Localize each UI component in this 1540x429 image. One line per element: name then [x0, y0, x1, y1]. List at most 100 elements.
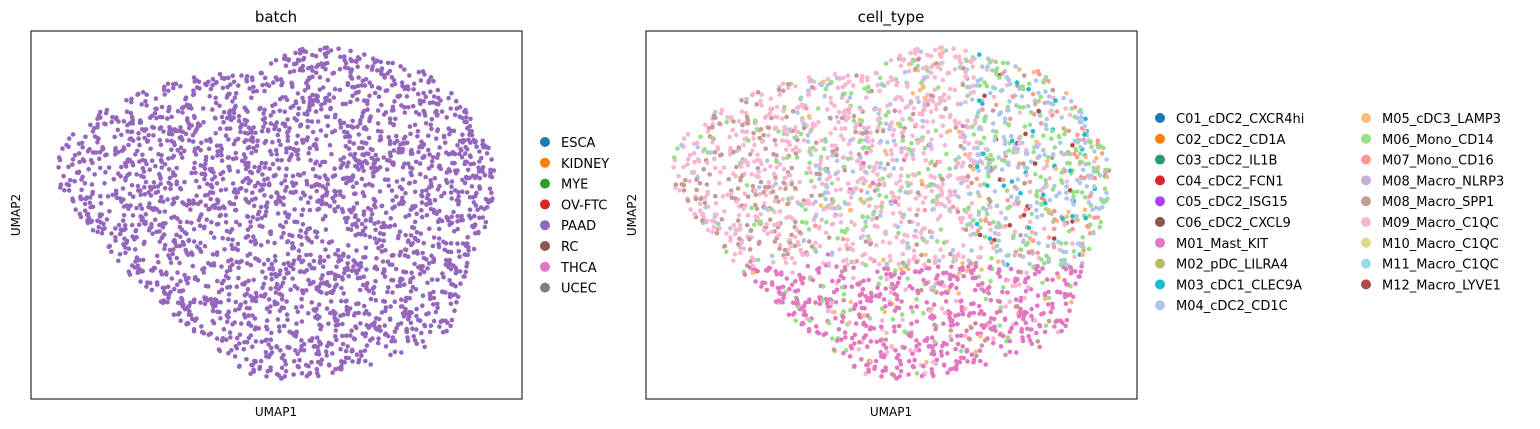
batch-point: [211, 261, 217, 266]
cell-type-point: [1074, 213, 1079, 219]
batch-point: [222, 247, 227, 252]
batch-point: [202, 301, 208, 307]
cell-type-point: [727, 134, 732, 140]
cell-type-point: [929, 335, 935, 341]
cell-type-point: [1003, 216, 1008, 221]
batch-point: [293, 189, 299, 194]
batch-point: [432, 175, 438, 181]
batch-point: [208, 86, 214, 92]
cell-type-point: [866, 145, 871, 151]
cell-type-point: [971, 357, 977, 363]
cell-type-point: [1063, 301, 1069, 307]
batch-point: [172, 142, 177, 148]
cell-type-point: [772, 198, 778, 204]
batch-point: [202, 176, 207, 182]
cell-type-point: [775, 285, 781, 291]
batch-point: [129, 114, 135, 120]
batch-point: [214, 181, 220, 186]
cell-type-point: [920, 118, 926, 124]
cell-type-point: [1035, 339, 1041, 344]
batch-point: [140, 90, 146, 95]
batch-point: [310, 102, 315, 107]
cell-type-point: [1071, 194, 1076, 199]
batch-point: [279, 376, 285, 381]
cell-type-point: [1105, 196, 1110, 201]
batch-point: [370, 170, 376, 175]
cell-type-point: [823, 86, 829, 92]
cell-type-point: [922, 370, 928, 376]
batch-point: [364, 343, 370, 348]
cell-type-point: [930, 359, 936, 365]
batch-point: [332, 199, 337, 204]
batch-point: [330, 351, 335, 356]
cell-type-point: [967, 85, 972, 90]
cell-type-point: [1102, 186, 1108, 191]
cell-type-point: [801, 125, 807, 131]
batch-point: [81, 158, 87, 164]
batch-point: [226, 298, 231, 303]
batch-title: batch: [255, 8, 297, 26]
cell-type-point: [992, 86, 998, 91]
cell-type-point: [1092, 159, 1097, 164]
batch-point: [357, 121, 363, 126]
batch-point: [217, 71, 223, 77]
batch-point: [291, 61, 297, 67]
batch-point: [178, 219, 183, 225]
batch-point: [437, 145, 443, 150]
cell-type-point: [1003, 352, 1008, 358]
cell-type-point: [1021, 105, 1026, 110]
batch-point: [418, 231, 424, 236]
batch-point: [127, 157, 133, 163]
batch-point: [342, 176, 348, 181]
cell-type-point: [742, 191, 748, 197]
batch-point: [344, 333, 349, 339]
batch-point: [269, 276, 275, 282]
cell-type-point: [889, 371, 895, 377]
batch-point: [327, 310, 333, 316]
cell-type-point: [732, 252, 738, 257]
cell-type-point: [898, 188, 903, 193]
batch-point: [120, 218, 126, 223]
cell-type-point: [860, 253, 865, 258]
cell-type-point: [744, 114, 750, 120]
batch-point: [414, 327, 419, 332]
batch-point: [389, 253, 395, 258]
cell-type-point: [880, 368, 885, 374]
batch-point: [169, 138, 174, 144]
cell-type-point: [887, 253, 893, 259]
batch-point: [267, 266, 272, 272]
batch-point: [295, 309, 301, 315]
cell-type-point: [979, 343, 985, 348]
batch-point: [257, 167, 262, 172]
batch-point: [261, 261, 267, 267]
batch-point: [169, 132, 175, 137]
batch-point: [115, 127, 121, 133]
batch-point: [122, 223, 128, 228]
cell-type-point: [926, 266, 932, 271]
cell-type-point: [946, 95, 952, 100]
batch-point: [365, 101, 370, 107]
batch-point: [296, 106, 302, 111]
batch-point: [453, 283, 458, 289]
batch-point: [278, 142, 283, 148]
batch-point: [367, 234, 373, 240]
batch-point: [126, 206, 131, 211]
batch-point: [307, 370, 313, 376]
cell-type-point: [954, 363, 959, 369]
batch-point: [157, 126, 163, 131]
cell-type-point: [728, 145, 733, 151]
batch-point: [258, 358, 264, 364]
cell-type-point: [974, 114, 980, 119]
batch-point: [373, 227, 378, 233]
cell-type-point: [798, 277, 804, 283]
batch-point: [200, 267, 205, 272]
batch-point: [331, 95, 337, 100]
cell-type-point: [829, 143, 835, 148]
batch-point: [468, 140, 473, 145]
cell-type-point: [877, 107, 882, 113]
cell-type-point: [1051, 226, 1057, 232]
cell-type-point: [758, 179, 764, 185]
cell-type-point: [897, 275, 902, 281]
cell-type-point: [731, 119, 736, 124]
batch-point: [251, 125, 256, 130]
